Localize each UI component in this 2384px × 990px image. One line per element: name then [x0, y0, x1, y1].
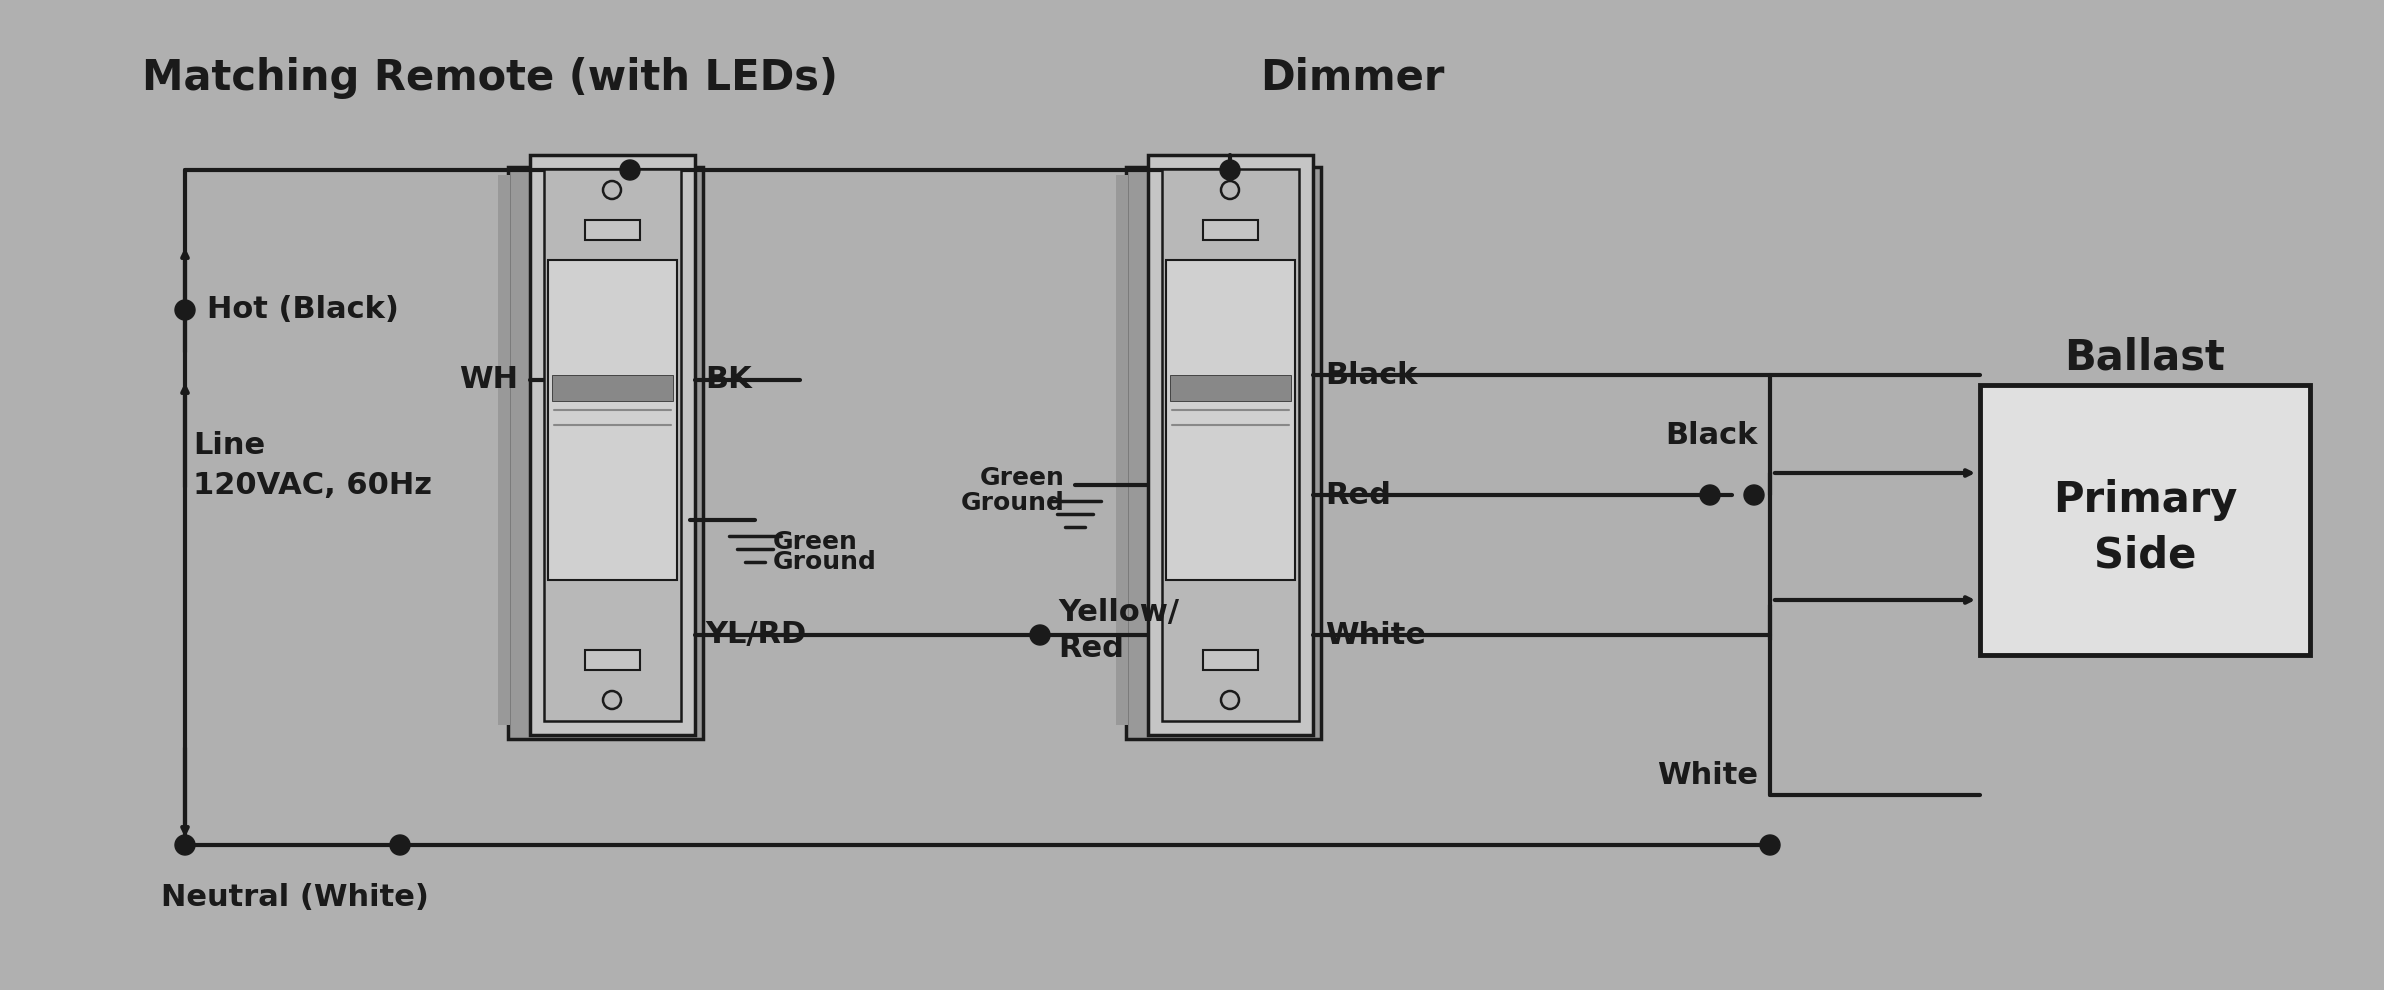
Circle shape [391, 835, 410, 855]
Text: Hot (Black): Hot (Black) [207, 295, 398, 325]
Text: 120VAC, 60Hz: 120VAC, 60Hz [193, 470, 432, 500]
Text: White: White [1657, 760, 1757, 789]
Circle shape [174, 300, 195, 320]
Bar [1161, 169, 1299, 721]
Text: WH: WH [460, 365, 517, 394]
Bar [1204, 650, 1259, 670]
Text: Side: Side [2093, 534, 2196, 576]
Text: White: White [1326, 621, 1426, 649]
Circle shape [1030, 625, 1049, 645]
Text: Red: Red [1058, 634, 1123, 663]
Bar [1981, 385, 2310, 655]
Bar [1149, 155, 1314, 735]
Bar [498, 175, 510, 725]
Text: Neutral (White): Neutral (White) [162, 883, 429, 913]
Text: Yellow/: Yellow/ [1058, 598, 1180, 627]
Text: Ground: Ground [772, 550, 877, 574]
Text: Red: Red [1326, 480, 1390, 510]
Text: Black: Black [1666, 421, 1757, 449]
Bar [553, 375, 672, 401]
Bar [508, 167, 703, 739]
Bar [548, 260, 677, 580]
Circle shape [1759, 835, 1781, 855]
Bar [529, 155, 696, 735]
Circle shape [174, 835, 195, 855]
Text: Ground: Ground [961, 491, 1066, 515]
Text: Primary: Primary [2053, 479, 2236, 521]
Bar [1166, 260, 1295, 580]
Text: BK: BK [706, 365, 751, 394]
Bar [584, 650, 639, 670]
Circle shape [1700, 485, 1719, 505]
Text: Line: Line [193, 431, 265, 459]
Circle shape [620, 160, 639, 180]
Circle shape [1221, 160, 1240, 180]
Text: Matching Remote (with LEDs): Matching Remote (with LEDs) [143, 57, 839, 99]
Text: Black: Black [1326, 360, 1418, 389]
Bar [1116, 175, 1128, 725]
Circle shape [1745, 485, 1764, 505]
Text: YL/RD: YL/RD [706, 621, 806, 649]
Text: Green: Green [772, 530, 858, 554]
Bar [1204, 220, 1259, 240]
Text: Dimmer: Dimmer [1261, 57, 1445, 99]
Text: Green: Green [980, 466, 1066, 490]
Text: Ballast: Ballast [2065, 336, 2224, 378]
Bar [544, 169, 682, 721]
Bar [1125, 167, 1321, 739]
Bar [1171, 375, 1292, 401]
Bar [584, 220, 639, 240]
